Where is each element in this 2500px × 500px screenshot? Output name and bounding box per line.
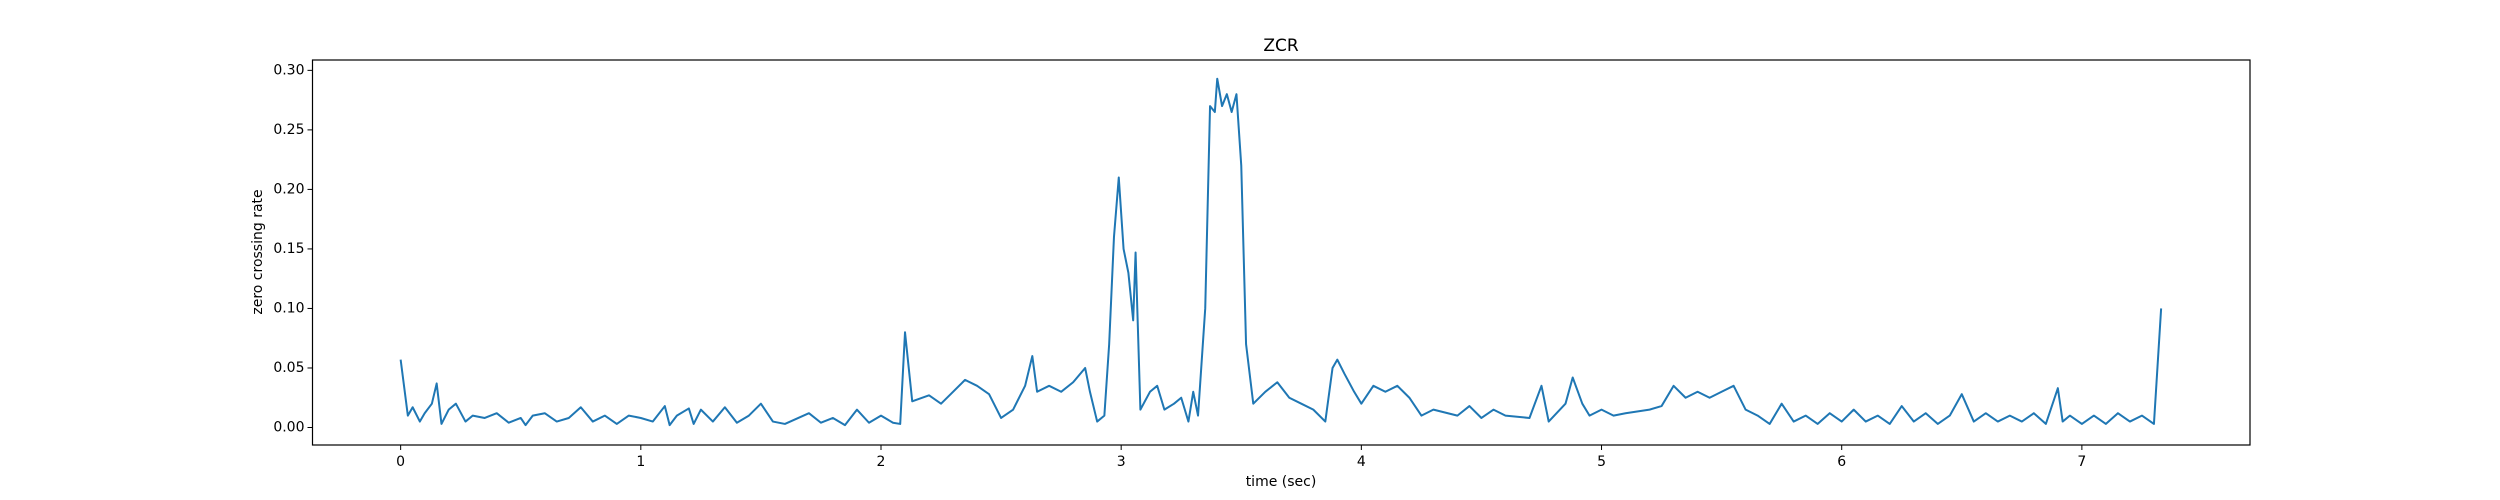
y-tick-label: 0.30 bbox=[273, 62, 304, 78]
plot-frame bbox=[311, 59, 2251, 446]
y-tick-label: 0.10 bbox=[273, 300, 304, 316]
x-tick-label: 1 bbox=[636, 454, 645, 470]
x-tick-label: 4 bbox=[1357, 454, 1366, 470]
x-tick-label: 2 bbox=[877, 454, 886, 470]
x-tick-label: 5 bbox=[1597, 454, 1606, 470]
x-tick-label: 0 bbox=[396, 454, 405, 470]
x-tick-label: 6 bbox=[1837, 454, 1846, 470]
y-tick-label: 0.25 bbox=[273, 122, 304, 138]
x-axis-label: time (sec) bbox=[1246, 474, 1317, 490]
x-tick-label: 3 bbox=[1117, 454, 1126, 470]
chart-title: ZCR bbox=[1263, 36, 1299, 56]
y-tick-label: 0.20 bbox=[273, 181, 304, 197]
y-tick-label: 0.00 bbox=[273, 420, 304, 436]
x-tick-label: 7 bbox=[2077, 454, 2086, 470]
y-tick-label: 0.05 bbox=[273, 360, 304, 376]
y-axis-label: zero crossing rate bbox=[250, 189, 266, 314]
data-line bbox=[399, 77, 2163, 427]
y-tick-label: 0.15 bbox=[273, 241, 304, 257]
